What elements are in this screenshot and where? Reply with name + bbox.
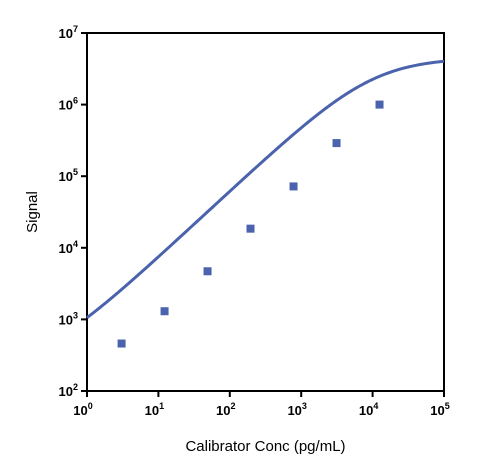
data-point: [332, 139, 341, 148]
y-tick-label: 104: [59, 239, 78, 256]
plot-area: [86, 32, 445, 392]
data-point: [117, 339, 126, 348]
x-tick-label: 104: [359, 401, 378, 418]
x-axis-ticks: 100 101 102 103 104 105: [73, 391, 450, 418]
fit-curve-line: [86, 59, 445, 319]
data-points: [117, 100, 384, 348]
y-tick-label: 103: [59, 310, 78, 327]
plot-frame: [86, 32, 445, 392]
y-tick-label: 105: [59, 167, 78, 184]
x-tick-label: 105: [430, 401, 449, 418]
x-tick-label: 103: [287, 401, 306, 418]
data-point: [375, 100, 384, 109]
data-point: [160, 307, 169, 316]
data-point: [289, 182, 298, 191]
data-point: [246, 224, 255, 233]
y-axis-title: Signal: [24, 191, 41, 233]
data-point: [203, 267, 212, 276]
y-axis-ticks: 102 103 104 105 106 107: [59, 24, 87, 399]
x-tick-label: 101: [145, 401, 164, 418]
x-tick-label: 100: [73, 401, 92, 418]
x-axis-title: Calibrator Conc (pg/mL): [185, 438, 345, 455]
y-tick-label: 102: [59, 382, 78, 399]
x-tick-label: 102: [216, 401, 235, 418]
y-tick-label: 106: [59, 96, 78, 113]
y-tick-label: 107: [59, 24, 78, 41]
